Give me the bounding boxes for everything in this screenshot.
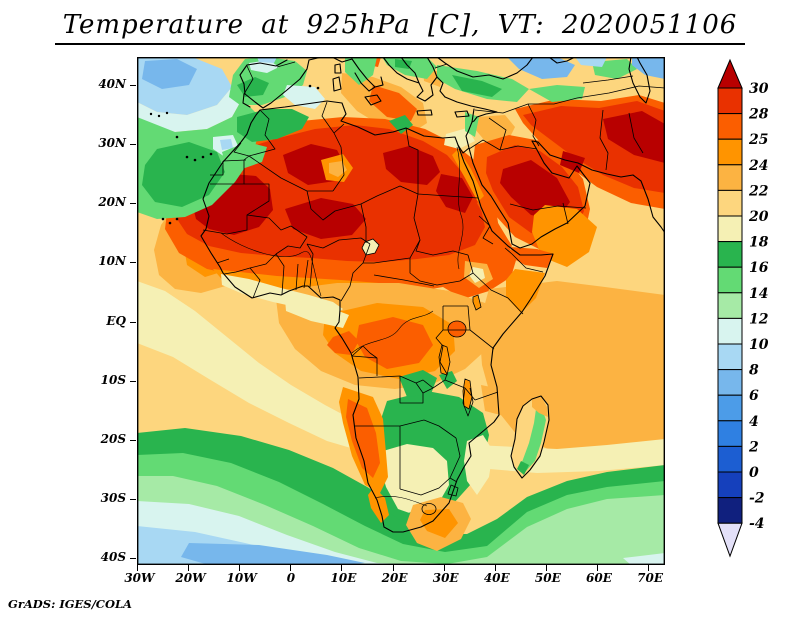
y-tick bbox=[130, 380, 136, 382]
x-tick-label: 10W bbox=[226, 571, 257, 585]
colorbar-segment bbox=[717, 369, 743, 396]
x-tick bbox=[290, 565, 292, 571]
colorbar-label: 30 bbox=[749, 81, 769, 97]
colorbar-segment bbox=[717, 292, 743, 319]
colorbar-segment bbox=[717, 343, 743, 371]
x-tick bbox=[392, 565, 394, 571]
colorbar-label: 28 bbox=[748, 107, 769, 123]
colorbar-label: -4 bbox=[749, 516, 765, 532]
colorbar-segment bbox=[717, 420, 743, 447]
x-tick bbox=[137, 565, 138, 571]
colorbar-segment bbox=[717, 317, 743, 345]
map-frame bbox=[137, 57, 665, 565]
x-tick-label: 40E bbox=[483, 571, 510, 585]
y-tick-label: 40N bbox=[98, 77, 126, 91]
coastlines bbox=[200, 57, 665, 533]
colorbar-label: 10 bbox=[749, 337, 769, 353]
x-tick bbox=[239, 565, 241, 571]
colorbar-segment bbox=[717, 215, 743, 243]
x-tick bbox=[596, 565, 598, 571]
colorbar-label: 2 bbox=[748, 439, 759, 455]
colorbar-segment bbox=[717, 189, 743, 217]
x-tick-label: 30W bbox=[124, 571, 155, 585]
colorbar-label: 24 bbox=[748, 158, 768, 174]
x-tick bbox=[648, 565, 649, 571]
x-tick-label: 0 bbox=[286, 571, 296, 585]
colorbar-label: 18 bbox=[749, 235, 769, 251]
colorbar-segment bbox=[717, 164, 743, 191]
y-tick-label: 20N bbox=[98, 195, 126, 210]
colorbar-label: 4 bbox=[749, 414, 759, 430]
y-tick bbox=[130, 321, 136, 323]
colorbar-label: 6 bbox=[749, 388, 759, 404]
x-tick-label: 30E bbox=[432, 571, 459, 585]
map-area bbox=[137, 57, 665, 565]
colorbar-segment bbox=[717, 445, 743, 473]
y-tick-label: 20S bbox=[100, 431, 126, 446]
y-tick bbox=[130, 558, 136, 560]
y-tick-label: 10N bbox=[98, 254, 126, 269]
y-tick-label: 30N bbox=[98, 136, 126, 151]
colorbar-segment bbox=[717, 471, 743, 499]
colorbar-segment bbox=[717, 497, 743, 524]
page-title: Temperature at 925hPa [C], VT: 202005110… bbox=[0, 10, 800, 45]
y-tick-label: 10S bbox=[100, 372, 126, 387]
y-tick bbox=[130, 144, 136, 146]
colorbar-label: 14 bbox=[749, 286, 768, 302]
y-tick bbox=[130, 262, 136, 264]
colorbar-segment bbox=[717, 266, 743, 294]
y-tick-label: EQ bbox=[106, 313, 126, 328]
colorbar-label: 16 bbox=[749, 260, 769, 276]
x-tick-label: 70E bbox=[637, 571, 663, 585]
colorbar-label: 25 bbox=[748, 132, 768, 148]
x-tick bbox=[341, 565, 343, 571]
title-text: Temperature at 925hPa [C], VT: 202005110… bbox=[54, 10, 746, 45]
small-islands bbox=[149, 84, 320, 225]
x-tick bbox=[494, 565, 496, 571]
colorbar-label: 20 bbox=[748, 209, 769, 225]
x-tick-label: 10E bbox=[330, 571, 357, 585]
y-tick bbox=[130, 499, 136, 501]
y-tick bbox=[130, 439, 136, 441]
x-tick-label: 20W bbox=[175, 571, 206, 585]
x-tick-label: 50E bbox=[534, 571, 561, 585]
y-tick bbox=[130, 85, 136, 86]
y-tick-label: 30S bbox=[100, 491, 126, 506]
colorbar-segment bbox=[717, 113, 743, 140]
y-tick-label: 40S bbox=[100, 550, 126, 565]
colorbar-segment bbox=[717, 394, 743, 422]
colorbar-segment bbox=[717, 241, 743, 268]
field-cool-bands bbox=[137, 57, 665, 565]
x-tick bbox=[188, 565, 190, 571]
x-tick bbox=[545, 565, 547, 571]
colorbar-label: 8 bbox=[749, 363, 759, 379]
x-tick-label: 60E bbox=[586, 571, 612, 585]
country-borders bbox=[202, 61, 665, 515]
colorbar-label: -2 bbox=[749, 491, 765, 507]
credit-text: GrADS: IGES/COLA bbox=[8, 597, 132, 611]
colorbar-label: 22 bbox=[748, 183, 769, 199]
temperature-map bbox=[137, 57, 665, 565]
colorbar-segment bbox=[717, 138, 743, 166]
y-tick bbox=[130, 203, 136, 205]
colorbar-label: 12 bbox=[749, 311, 769, 327]
colorbar-label: 0 bbox=[749, 465, 759, 481]
x-tick-label: 20E bbox=[381, 571, 408, 585]
colorbar-segment bbox=[717, 87, 743, 115]
x-tick bbox=[443, 565, 445, 571]
